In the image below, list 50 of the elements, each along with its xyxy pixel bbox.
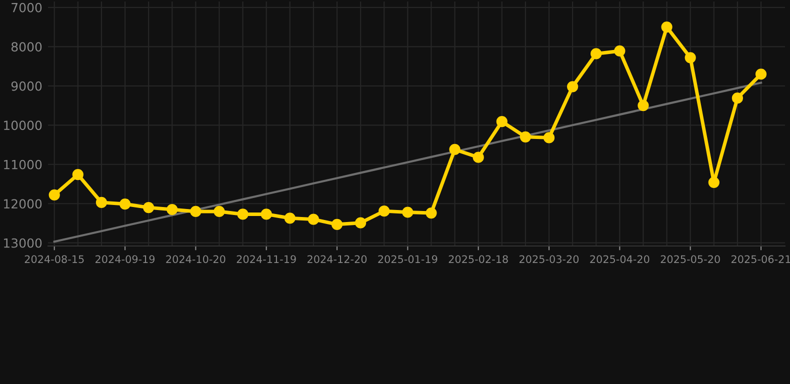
point	[661, 21, 672, 33]
x-tick-label: 2024-10-20	[166, 255, 226, 264]
point	[284, 212, 296, 224]
point	[472, 152, 484, 163]
x-tick-label: 2024-12-20	[308, 255, 367, 264]
point	[638, 100, 649, 112]
point	[260, 208, 272, 220]
point	[567, 81, 578, 92]
point	[402, 206, 414, 218]
point	[214, 206, 225, 218]
point	[590, 48, 602, 60]
point	[96, 196, 108, 208]
y-tick-label: 9000	[11, 81, 42, 91]
point	[119, 198, 131, 210]
point	[378, 206, 390, 217]
point	[614, 45, 626, 57]
point	[237, 208, 248, 220]
y-tick-label: 12000	[4, 199, 42, 209]
y-tick-label: 8000	[11, 42, 42, 52]
x-tick-label: 2025-04-20	[590, 255, 650, 264]
point	[426, 207, 437, 219]
y-tick-label: 11000	[4, 160, 42, 170]
x-tick-label: 2024-08-15	[24, 255, 84, 264]
point	[496, 116, 508, 128]
point	[732, 92, 744, 104]
point	[72, 169, 84, 180]
point	[708, 176, 720, 188]
point	[355, 217, 366, 228]
point	[190, 206, 202, 218]
y-tick-label: 7000	[12, 2, 42, 12]
point	[166, 204, 178, 216]
point	[331, 218, 343, 230]
x-tick-label: 2024-09-19	[96, 255, 155, 264]
x-tick-label: 2025-05-20	[660, 255, 720, 264]
x-tick-label: 2025-06-21	[732, 255, 790, 264]
y-tick-label: 13000	[4, 238, 42, 248]
point	[449, 144, 460, 156]
point	[684, 52, 696, 64]
y-tick-label: 10000	[4, 120, 42, 130]
x-tick-label: 2025-02-18	[448, 255, 508, 264]
x-tick-label: 2025-03-20	[520, 255, 579, 264]
x-tick-label: 2025-01-19	[378, 255, 438, 264]
point	[143, 202, 154, 214]
point	[308, 214, 320, 225]
point	[48, 189, 60, 201]
line-series	[53, 82, 762, 243]
point	[755, 68, 767, 80]
point	[520, 131, 532, 142]
x-tick-label: 2024-11-19	[236, 255, 296, 264]
point	[543, 132, 555, 144]
